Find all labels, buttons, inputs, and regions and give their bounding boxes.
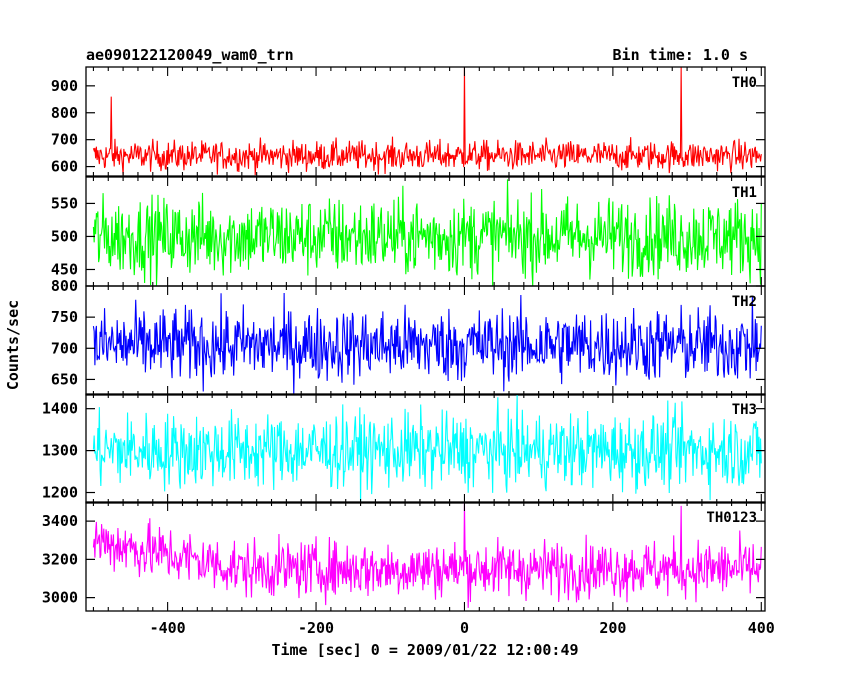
- panel-th2: 650 700 750 800 TH2: [51, 277, 766, 396]
- y-tick-label: 700: [51, 339, 78, 357]
- x-tick-label: 0: [460, 619, 469, 637]
- y-tick-label: 700: [51, 131, 78, 149]
- panel-label-th2: TH2: [732, 294, 757, 310]
- panel-th1: 450 500 550 TH1: [51, 176, 766, 287]
- panel-label-th1: TH1: [732, 185, 757, 201]
- y-tick-label: 800: [51, 104, 78, 122]
- panel-label-th0123: TH0123: [706, 510, 757, 526]
- x-tick-label: -400: [150, 619, 186, 637]
- panels-group: 600 700 800 900 TH0 450 500 550 TH1 650 700 750 800 T…: [42, 66, 775, 637]
- series-line-th1: [92, 179, 762, 286]
- y-tick-label: 550: [51, 194, 78, 212]
- panel-label-th0: TH0: [732, 75, 757, 91]
- panel-label-th3: TH3: [732, 402, 757, 418]
- series-line-th0123: [92, 502, 762, 608]
- y-tick-label: 800: [51, 277, 78, 295]
- y-tick-label: 3400: [42, 512, 78, 530]
- y-tick-label: 1400: [42, 400, 78, 418]
- panel-frame: [85, 285, 766, 396]
- panel-th0123: 3000 3200 3400 TH0123 -400 -200 0 200 400: [42, 501, 775, 637]
- y-tick-label: 900: [51, 77, 78, 95]
- x-axis-label: Time [sec] 0 = 2009/01/22 12:00:49: [271, 641, 578, 659]
- panel-frame: [85, 501, 766, 612]
- y-tick-label: 500: [51, 227, 78, 245]
- x-tick-label: 200: [599, 619, 626, 637]
- panel-th3: 1200 1300 1400 TH3: [42, 393, 766, 504]
- x-tick-label: -200: [298, 619, 334, 637]
- panel-frame: [85, 393, 766, 504]
- bin-time-label: Bin time: 1.0 s: [613, 46, 748, 64]
- series-line-th2: [92, 293, 762, 395]
- y-tick-label: 450: [51, 260, 78, 278]
- y-tick-label: 650: [51, 370, 78, 388]
- y-tick-label: 1200: [42, 484, 78, 502]
- y-tick-label: 3000: [42, 589, 78, 607]
- chart-title: ae090122120049_wam0_trn: [86, 46, 294, 64]
- y-tick-label: 1300: [42, 442, 78, 460]
- series-line-th3: [92, 395, 762, 503]
- y-tick-label: 600: [51, 158, 78, 176]
- y-tick-label: 3200: [42, 550, 78, 568]
- x-tick-label: 400: [748, 619, 775, 637]
- y-axis-label: Counts/sec: [4, 300, 22, 390]
- y-tick-label: 750: [51, 308, 78, 326]
- panel-frame: [85, 66, 766, 177]
- series-line-th0: [92, 67, 762, 176]
- panel-th0: 600 700 800 900 TH0: [51, 66, 766, 177]
